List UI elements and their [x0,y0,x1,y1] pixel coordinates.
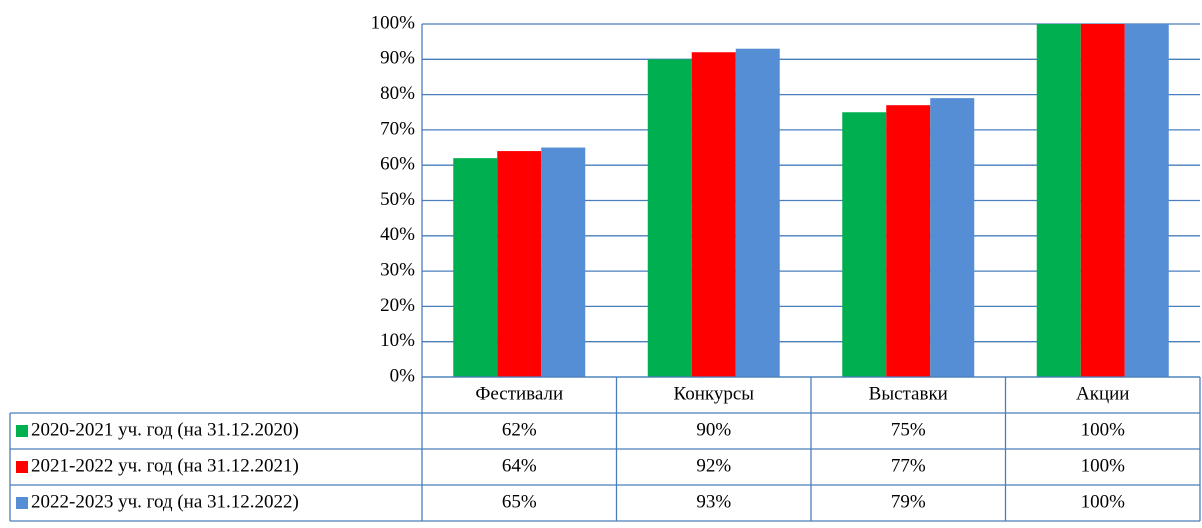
data-label: 79% [891,491,926,512]
bar [541,147,586,377]
data-label: 100% [1081,419,1126,440]
bar [1036,24,1081,377]
bar [497,151,542,377]
bar [691,52,736,378]
legend-swatch [16,497,28,509]
data-label: 65% [502,491,537,512]
bar [735,48,780,378]
x-tick-label: Фестивали [475,383,563,404]
y-tick-label: 60% [380,154,415,175]
bar [1124,24,1169,377]
data-label: 100% [1081,491,1126,512]
legend-label: 2020-2021 уч. год (на 31.12.2020) [31,419,299,440]
bar [647,59,692,378]
legend-label: 2022-2023 уч. год (на 31.12.2022) [31,491,299,512]
y-tick-label: 40% [380,224,415,245]
x-tick-label: Акции [1076,383,1129,404]
legend-label: 2021-2022 уч. год (на 31.12.2021) [31,455,299,476]
y-tick-label: 0% [390,365,416,386]
x-tick-label: Конкурсы [673,383,754,404]
data-label: 93% [696,491,731,512]
y-tick-label: 50% [380,189,415,210]
data-label: 75% [891,419,926,440]
bar [453,158,498,377]
data-label: 77% [891,455,926,476]
data-label: 92% [696,455,731,476]
legend-swatch [16,461,28,473]
y-tick-label: 70% [380,118,415,139]
data-label: 62% [502,419,537,440]
y-tick-label: 100% [371,12,416,33]
x-tick-label: Выставки [869,383,948,404]
bar [842,112,887,377]
legend-swatch [16,425,28,437]
data-label: 100% [1081,455,1126,476]
bar [1080,24,1125,377]
y-tick-label: 90% [380,48,415,69]
data-label: 90% [696,419,731,440]
bar [930,98,975,377]
y-tick-label: 80% [380,83,415,104]
y-tick-label: 20% [380,295,415,316]
data-label: 64% [502,455,537,476]
bar [886,105,931,377]
y-tick-label: 10% [380,330,415,351]
y-tick-label: 30% [380,259,415,280]
